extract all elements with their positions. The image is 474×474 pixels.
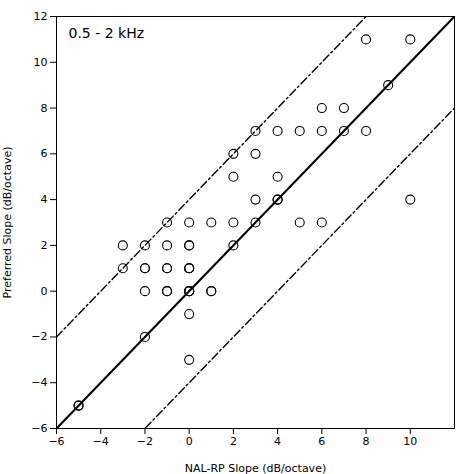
svg-text:12: 12 — [34, 10, 48, 23]
svg-text:Preferred Slope (dB/octave): Preferred Slope (dB/octave) — [1, 147, 14, 299]
svg-text:4: 4 — [274, 435, 281, 448]
svg-text:10: 10 — [403, 435, 417, 448]
svg-text:2: 2 — [41, 239, 48, 252]
svg-text:−4: −4 — [93, 435, 109, 448]
svg-text:0: 0 — [41, 285, 48, 298]
svg-text:2: 2 — [230, 435, 237, 448]
svg-text:−6: −6 — [48, 435, 64, 448]
svg-text:−2: −2 — [31, 330, 47, 343]
svg-text:−4: −4 — [31, 376, 47, 389]
svg-text:8: 8 — [363, 435, 370, 448]
svg-text:−6: −6 — [31, 422, 47, 435]
svg-text:4: 4 — [41, 193, 48, 206]
svg-text:0.5 - 2 kHz: 0.5 - 2 kHz — [69, 25, 145, 41]
svg-text:−2: −2 — [137, 435, 153, 448]
svg-text:0: 0 — [186, 435, 193, 448]
svg-text:8: 8 — [41, 102, 48, 115]
svg-text:NAL-RP Slope (dB/octave): NAL-RP Slope (dB/octave) — [185, 462, 326, 474]
svg-text:6: 6 — [318, 435, 325, 448]
svg-text:10: 10 — [34, 56, 48, 69]
svg-text:6: 6 — [41, 147, 48, 160]
